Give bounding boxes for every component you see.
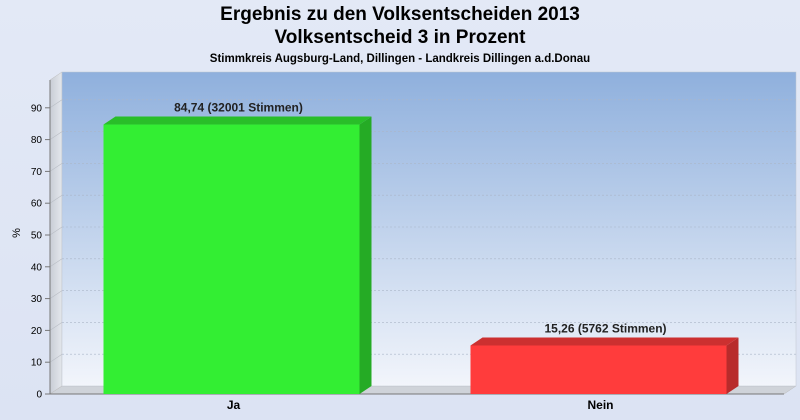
y-tick-label: 50 bbox=[31, 231, 43, 242]
bar-nein bbox=[470, 337, 739, 394]
y-tick-label: 70 bbox=[31, 167, 43, 178]
data-label: 15,26 (5762 Stimmen) bbox=[544, 321, 666, 335]
y-tick-label: 20 bbox=[31, 326, 43, 337]
y-ticks: 0 10 20 30 40 50 60 70 80 90 bbox=[31, 103, 50, 401]
bar-ja bbox=[103, 116, 372, 395]
chart-title: Ergebnis zu den Volksentscheiden 2013 bbox=[220, 4, 580, 25]
side-wall bbox=[49, 71, 63, 395]
y-tick-label: 80 bbox=[31, 135, 43, 146]
y-tick-label: 0 bbox=[36, 390, 42, 401]
y-tick-label: 90 bbox=[31, 103, 43, 114]
grid bbox=[49, 99, 796, 363]
y-tick-label: 30 bbox=[31, 294, 43, 305]
bar-side bbox=[359, 116, 372, 395]
chart-caption: Stimmkreis Augsburg-Land, Dillingen - La… bbox=[209, 53, 591, 65]
grid-line-wall bbox=[49, 290, 63, 299]
grid-line-wall bbox=[49, 322, 63, 331]
grid-line-wall bbox=[49, 163, 63, 172]
bar-front bbox=[103, 124, 360, 395]
y-tick-label: 60 bbox=[31, 199, 43, 210]
chart-subtitle: Volksentscheid 3 in Prozent bbox=[274, 27, 526, 48]
bar-front bbox=[470, 345, 727, 394]
y-axis-label: % bbox=[11, 228, 23, 238]
x-tick-label: Nein bbox=[587, 398, 613, 412]
bar-side bbox=[726, 337, 739, 394]
bars: 84,74 (32001 Stimmen) 15,26 (5762 Stimmen… bbox=[103, 101, 739, 395]
grid-line-wall bbox=[49, 226, 63, 236]
category-labels: Ja Nein bbox=[227, 398, 614, 412]
bar-top bbox=[470, 337, 739, 346]
grid-line-wall bbox=[49, 131, 63, 140]
y-tick-label: 10 bbox=[31, 358, 43, 369]
data-label: 84,74 (32001 Stimmen) bbox=[174, 101, 303, 115]
y-tick-label: 40 bbox=[31, 262, 43, 273]
grid-line-wall bbox=[49, 99, 63, 109]
grid-line-wall bbox=[49, 258, 63, 268]
grid-line-wall bbox=[49, 194, 63, 204]
bar-top bbox=[103, 116, 372, 125]
grid-line-wall bbox=[49, 353, 63, 363]
x-tick-label: Ja bbox=[227, 398, 241, 412]
